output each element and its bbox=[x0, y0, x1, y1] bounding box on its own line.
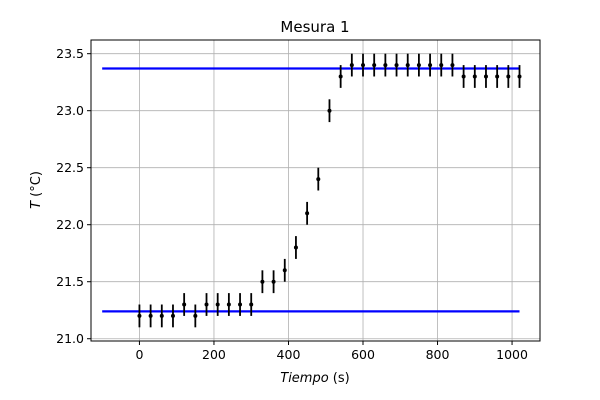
point-marker bbox=[416, 63, 421, 68]
data-point bbox=[137, 304, 142, 328]
point-marker bbox=[249, 302, 254, 307]
y-tick-label: 21.0 bbox=[56, 331, 84, 346]
point-marker bbox=[316, 177, 321, 182]
y-tick-label: 23.5 bbox=[56, 46, 84, 61]
data-point bbox=[472, 65, 477, 88]
data-point bbox=[394, 53, 399, 77]
data-point bbox=[361, 53, 366, 77]
data-point bbox=[416, 53, 421, 77]
data-point bbox=[226, 293, 231, 316]
data-points bbox=[137, 53, 522, 328]
y-tick-label: 22.0 bbox=[56, 217, 84, 232]
x-tick-label: 400 bbox=[277, 347, 301, 362]
data-point bbox=[439, 53, 444, 77]
point-marker bbox=[472, 74, 477, 79]
reference-lines bbox=[102, 67, 520, 313]
data-point bbox=[305, 201, 310, 225]
point-marker bbox=[405, 63, 410, 68]
plot-frame bbox=[90, 39, 541, 342]
chart-title: Mesura 1 bbox=[280, 18, 349, 36]
y-tick-label: 22.5 bbox=[56, 160, 84, 175]
data-point bbox=[293, 236, 298, 259]
data-point bbox=[193, 304, 198, 328]
point-marker bbox=[271, 279, 276, 284]
y-axis-ticks: 21.0 21.5 22.0 22.5 23.0 23.5 bbox=[56, 46, 91, 346]
point-marker bbox=[394, 63, 399, 68]
data-point bbox=[204, 293, 209, 316]
point-marker bbox=[282, 268, 287, 273]
x-axis-label-name: Tiempo bbox=[280, 371, 328, 386]
x-tick-label: 200 bbox=[202, 347, 226, 362]
data-point bbox=[428, 53, 433, 77]
point-marker bbox=[226, 302, 231, 307]
point-marker bbox=[361, 63, 366, 68]
point-marker bbox=[428, 63, 433, 68]
data-point bbox=[483, 65, 488, 88]
point-marker bbox=[137, 313, 142, 318]
y-tick-label: 23.0 bbox=[56, 103, 84, 118]
data-point bbox=[383, 53, 388, 77]
x-tick-label: 1000 bbox=[496, 347, 528, 362]
data-point bbox=[148, 304, 153, 328]
point-marker bbox=[517, 74, 522, 79]
y-axis-label-name: T bbox=[29, 200, 44, 209]
x-axis-label: Tiempo (s) bbox=[280, 371, 349, 386]
point-marker bbox=[238, 302, 243, 307]
data-point bbox=[372, 53, 377, 77]
point-marker bbox=[170, 313, 175, 318]
point-marker bbox=[159, 313, 164, 318]
y-tick-label: 21.5 bbox=[56, 274, 84, 289]
data-point bbox=[506, 65, 511, 88]
data-point bbox=[450, 53, 455, 77]
data-point bbox=[327, 99, 332, 123]
data-point bbox=[316, 167, 321, 191]
data-point bbox=[495, 65, 500, 88]
point-marker bbox=[305, 211, 310, 216]
data-point bbox=[282, 258, 287, 282]
x-tick-label: 800 bbox=[426, 347, 450, 362]
data-point bbox=[249, 293, 254, 316]
data-point bbox=[271, 270, 276, 294]
y-axis-label: T (°C) bbox=[29, 171, 44, 209]
point-marker bbox=[338, 74, 343, 79]
data-point bbox=[170, 304, 175, 328]
data-point bbox=[349, 53, 354, 77]
point-marker bbox=[450, 63, 455, 68]
point-marker bbox=[148, 313, 153, 318]
point-marker bbox=[372, 63, 377, 68]
x-tick-label: 600 bbox=[351, 347, 375, 362]
data-point bbox=[517, 65, 522, 88]
data-point bbox=[182, 293, 187, 316]
data-point bbox=[260, 270, 265, 294]
data-point bbox=[338, 65, 343, 88]
data-point bbox=[461, 65, 466, 88]
point-marker bbox=[327, 108, 332, 113]
point-marker bbox=[260, 279, 265, 284]
y-axis-label-unit: (°C) bbox=[29, 171, 44, 201]
point-marker bbox=[182, 302, 187, 307]
point-marker bbox=[483, 74, 488, 79]
point-marker bbox=[383, 63, 388, 68]
point-marker bbox=[193, 313, 198, 318]
point-marker bbox=[204, 302, 209, 307]
point-marker bbox=[461, 74, 466, 79]
point-marker bbox=[215, 302, 220, 307]
point-marker bbox=[506, 74, 511, 79]
data-point bbox=[159, 304, 164, 328]
point-marker bbox=[495, 74, 500, 79]
x-tick-label: 0 bbox=[135, 347, 143, 362]
data-point bbox=[215, 293, 220, 316]
point-marker bbox=[439, 63, 444, 68]
grid bbox=[91, 40, 540, 341]
point-marker bbox=[349, 63, 354, 68]
point-marker bbox=[293, 245, 298, 250]
x-axis-label-unit: (s) bbox=[329, 371, 350, 386]
data-point bbox=[238, 293, 243, 316]
data-point bbox=[405, 53, 410, 77]
x-axis-ticks: 0 200 400 600 800 1000 bbox=[135, 341, 528, 362]
